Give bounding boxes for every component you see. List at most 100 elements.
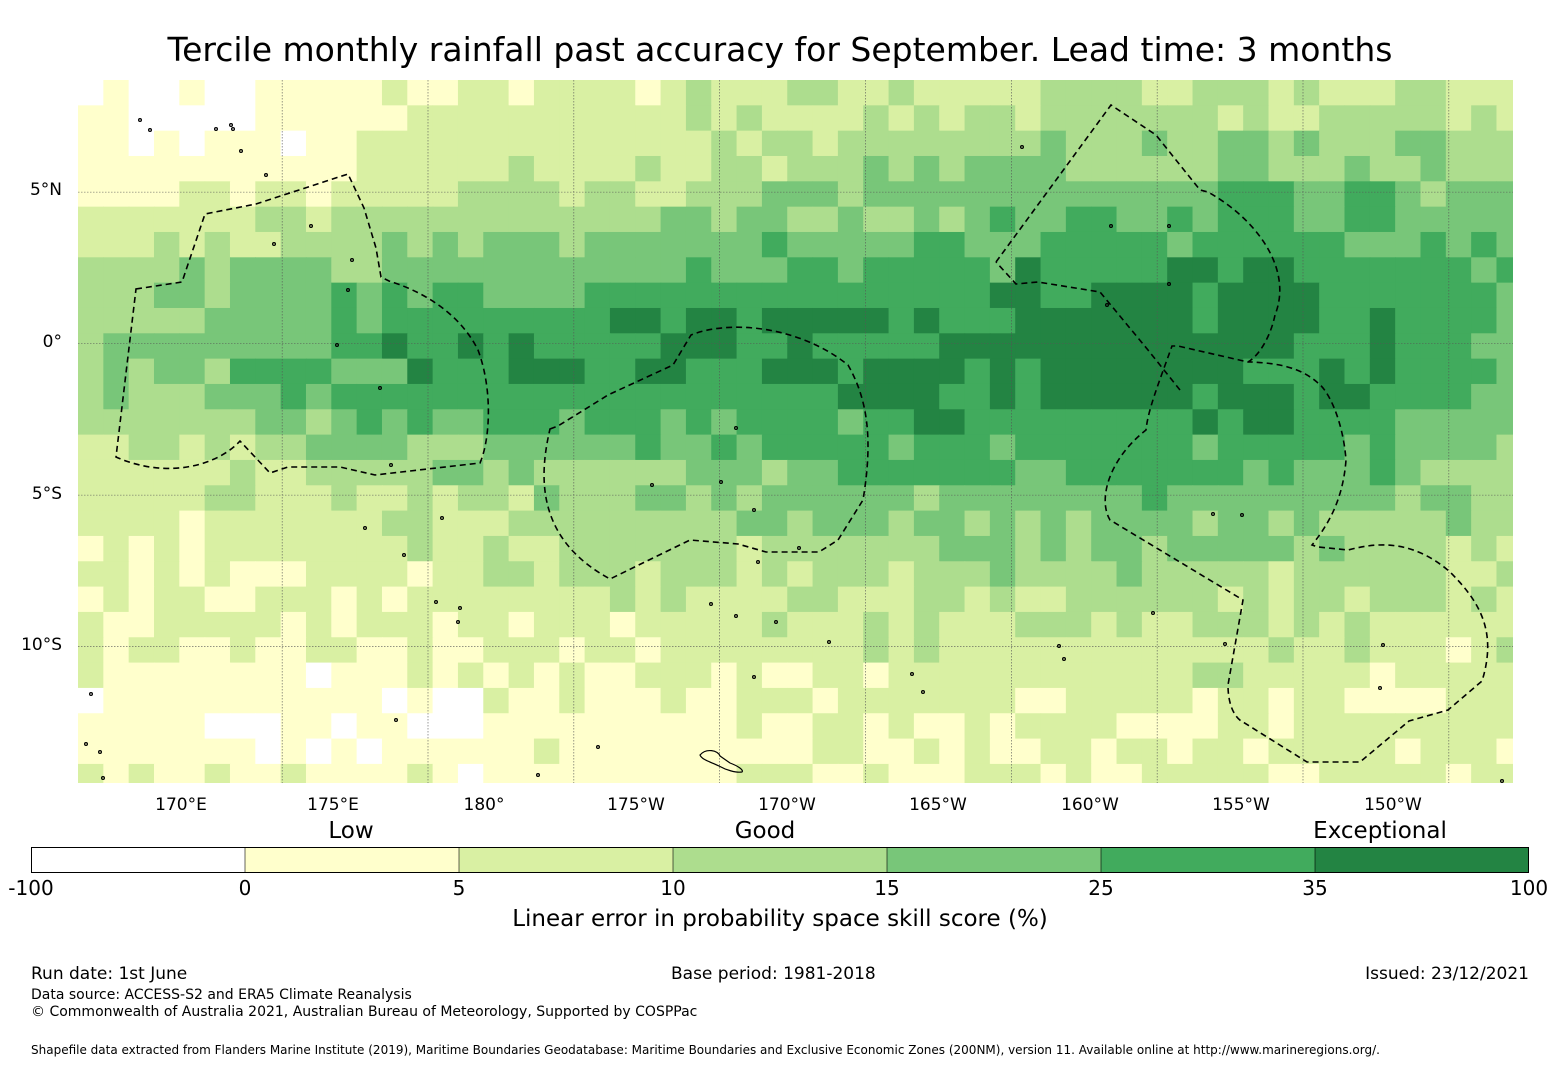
skill-cell <box>305 713 332 740</box>
skill-cell <box>1445 510 1472 537</box>
skill-cell <box>1471 358 1498 385</box>
skill-cell <box>888 510 915 537</box>
skill-cell <box>229 611 256 638</box>
skill-cell <box>939 409 966 436</box>
skill-cell <box>888 561 915 588</box>
skill-cell <box>1015 333 1042 360</box>
skill-cell <box>153 383 180 410</box>
skill-cell <box>1420 459 1447 486</box>
skill-cell <box>1496 282 1513 309</box>
skill-cell <box>863 763 890 783</box>
skill-cell <box>1217 611 1244 638</box>
island-outline <box>350 258 355 263</box>
skill-cell <box>1091 80 1118 106</box>
skill-cell <box>1471 333 1498 360</box>
skill-cell <box>305 611 332 638</box>
skill-cell <box>331 333 358 360</box>
skill-cell <box>685 257 712 284</box>
skill-cell <box>939 637 966 664</box>
skill-cell <box>128 409 155 436</box>
skill-cell <box>103 687 130 714</box>
skill-cell <box>280 105 307 132</box>
lon-label-155w: 155°W <box>1212 795 1270 815</box>
skill-cell <box>280 561 307 588</box>
skill-cell <box>483 181 510 208</box>
skill-cell <box>255 105 282 132</box>
eez-boundaries <box>115 103 1489 763</box>
skill-cell <box>660 687 687 714</box>
skill-cell <box>381 586 408 613</box>
skill-cell <box>609 105 636 132</box>
skill-cell <box>1015 662 1042 689</box>
skill-cell <box>685 130 712 157</box>
skill-cell <box>1369 485 1396 512</box>
skill-cell <box>685 409 712 436</box>
skill-cell <box>255 535 282 562</box>
skill-cell <box>1091 738 1118 765</box>
lon-label-165w: 165°W <box>909 795 967 815</box>
skill-cell <box>78 105 104 132</box>
skill-cell <box>812 282 839 309</box>
skill-cell <box>888 130 915 157</box>
skill-cell <box>812 662 839 689</box>
skill-cell <box>1369 586 1396 613</box>
skill-cell <box>1471 485 1498 512</box>
skill-cell <box>153 181 180 208</box>
skill-cell <box>1420 738 1447 765</box>
skill-cell <box>1141 282 1168 309</box>
skill-cell <box>761 561 788 588</box>
skill-cell <box>204 459 231 486</box>
skill-cell <box>989 586 1016 613</box>
skill-cell <box>913 383 940 410</box>
skill-cell <box>584 535 611 562</box>
skill-cell <box>812 485 839 512</box>
skill-cell <box>1293 485 1320 512</box>
skill-cell <box>635 383 662 410</box>
skill-cell <box>812 383 839 410</box>
skill-cell <box>1141 535 1168 562</box>
skill-cell <box>989 206 1016 233</box>
skill-cell <box>204 333 231 360</box>
skill-cell <box>584 130 611 157</box>
skill-cell <box>533 358 560 385</box>
skill-cell <box>1445 611 1472 638</box>
skill-cell <box>204 586 231 613</box>
skill-cell <box>457 611 484 638</box>
skill-cell <box>1268 206 1295 233</box>
skill-cell <box>1496 611 1513 638</box>
skill-cell <box>863 510 890 537</box>
skill-cell <box>280 358 307 385</box>
skill-cell <box>761 662 788 689</box>
skill-cell <box>153 231 180 258</box>
skill-cell <box>761 282 788 309</box>
skill-cell <box>381 206 408 233</box>
skill-cell <box>711 637 738 664</box>
skill-cell <box>913 206 940 233</box>
skill-cell <box>685 358 712 385</box>
skill-cell <box>1319 510 1346 537</box>
skill-cell <box>1445 763 1472 783</box>
skill-cell <box>280 738 307 765</box>
skill-cell <box>736 510 763 537</box>
skill-cell <box>1319 80 1346 106</box>
skill-cell <box>787 206 814 233</box>
skill-cell <box>609 662 636 689</box>
skill-cell <box>1116 80 1143 106</box>
skill-cell <box>1065 459 1092 486</box>
skill-cell <box>305 358 332 385</box>
skill-cell <box>1192 535 1219 562</box>
skill-cell <box>305 282 332 309</box>
skill-cell <box>407 459 434 486</box>
skill-cell <box>913 181 940 208</box>
skill-cell <box>331 687 358 714</box>
skill-cell <box>584 409 611 436</box>
skill-cell <box>1116 282 1143 309</box>
skill-cell <box>103 307 130 334</box>
skill-cell <box>204 231 231 258</box>
island-outline <box>1166 282 1171 287</box>
skill-score-grid <box>78 80 1513 783</box>
skill-cell <box>888 637 915 664</box>
skill-cell <box>1116 409 1143 436</box>
skill-cell <box>736 181 763 208</box>
skill-cell <box>1369 738 1396 765</box>
